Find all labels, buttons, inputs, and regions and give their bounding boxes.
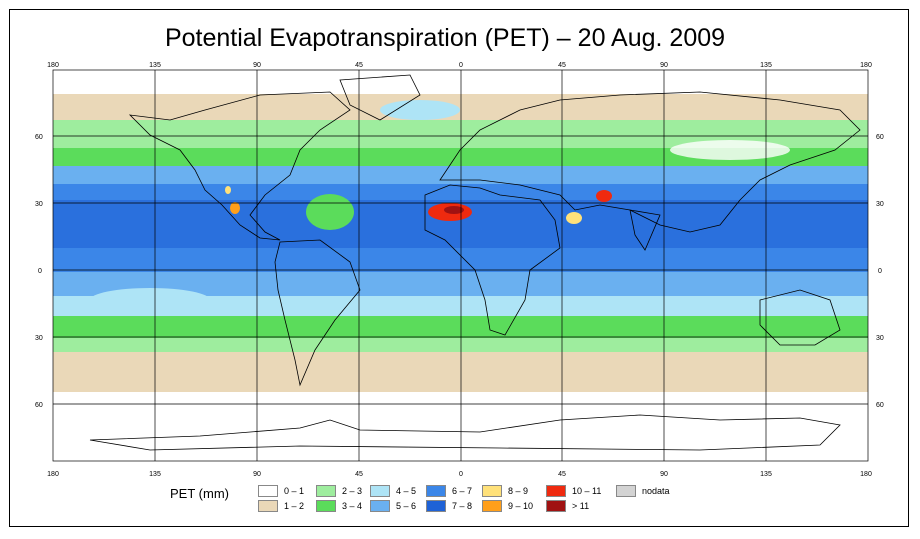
legend-swatch-nodata [616, 485, 636, 497]
legend-label: 9 – 10 [508, 501, 534, 511]
pet-field [53, 70, 868, 461]
lon-tick-top: 45 [355, 62, 363, 69]
lon-tick-bottom: 0 [459, 471, 463, 478]
band-north-1-2 [53, 92, 868, 122]
lat-tick-left: 60 [35, 134, 43, 141]
band-south-1-2 [53, 352, 868, 392]
legend-swatch-7-8 [426, 500, 446, 512]
map-title: Potential Evapotranspiration (PET) – 20 … [164, 24, 726, 52]
legend-label: 3 – 4 [342, 501, 363, 511]
lon-tick-bottom: 135 [760, 471, 772, 478]
legend-swatch-9-10 [482, 500, 502, 512]
legend-label: 4 – 5 [396, 486, 417, 496]
hotspot-arabia [566, 212, 582, 224]
legend-label: 5 – 6 [396, 501, 417, 511]
lon-tick-top: 135 [760, 62, 772, 69]
patch-atlantic [306, 194, 354, 230]
coast-europe-asia [439, 91, 861, 233]
antarctic-zone [53, 404, 868, 461]
lat-tick-left: 0 [38, 268, 42, 275]
legend-swatch-gt-11 [546, 500, 566, 512]
longitude-labels: 180 135 90 45 0 45 90 135 180 180 135 90… [47, 62, 872, 478]
legend-swatch-6-7 [426, 485, 446, 497]
lon-tick-top: 90 [660, 62, 668, 69]
legend-swatch-1-2 [258, 500, 278, 512]
lon-tick-bottom: 180 [47, 471, 59, 478]
patch-south-pacific [90, 288, 210, 312]
map-border [52, 69, 869, 462]
lat-tick-right: 60 [876, 402, 884, 409]
coast-india [629, 209, 661, 251]
lat-tick-left: 60 [35, 402, 43, 409]
lat-tick-right: 0 [878, 268, 882, 275]
figure-frame [9, 9, 909, 527]
legend-label: 8 – 9 [508, 486, 529, 496]
legend-label: nodata [642, 486, 670, 496]
legend-label: > 11 [572, 501, 590, 511]
hotspot-sahara-core [444, 206, 464, 214]
lat-tick-right: 30 [876, 201, 884, 208]
legend-swatch-2-3 [316, 485, 336, 497]
band-south-3-4 [53, 316, 868, 340]
coastlines [89, 74, 861, 451]
legend: PET (mm) 0 – 1 1 – 2 2 – 3 3 – 4 4 – 5 5… [170, 484, 690, 518]
lon-tick-bottom: 45 [355, 471, 363, 478]
pet-map: 180 135 90 45 0 45 90 135 180 180 135 90… [35, 62, 884, 478]
lat-tick-right: 30 [876, 335, 884, 342]
coast-australia [759, 289, 841, 346]
band-north-5-6 [53, 166, 868, 186]
latitude-labels: 60 30 0 30 60 60 30 0 30 60 [35, 134, 884, 409]
legend-title: PET (mm) [170, 486, 229, 501]
lon-tick-top: 45 [558, 62, 566, 69]
lat-tick-right: 60 [876, 134, 884, 141]
arctic-zone [53, 70, 868, 94]
legend-label: 6 – 7 [452, 486, 473, 496]
patch-north-atlantic [380, 100, 460, 120]
lon-tick-top: 0 [459, 62, 463, 69]
coast-greenland [339, 74, 421, 121]
lon-tick-bottom: 180 [860, 471, 872, 478]
lat-tick-left: 30 [35, 335, 43, 342]
legend-swatch-0-1 [258, 485, 278, 497]
lat-tick-left: 30 [35, 201, 43, 208]
legend-label: 10 – 11 [572, 486, 602, 496]
legend-label: 2 – 3 [342, 486, 363, 496]
lon-tick-top: 90 [253, 62, 261, 69]
legend-swatch-8-9 [482, 485, 502, 497]
hotspot-mexico [230, 202, 240, 214]
lon-tick-top: 180 [860, 62, 872, 69]
lon-tick-bottom: 135 [149, 471, 161, 478]
hotspot-sonora [225, 186, 231, 194]
graticule [52, 69, 869, 462]
legend-label: 0 – 1 [284, 486, 305, 496]
legend-label: 7 – 8 [452, 501, 473, 511]
coast-antarctica [89, 414, 841, 451]
coast-africa [424, 184, 561, 336]
lon-tick-bottom: 90 [660, 471, 668, 478]
lon-tick-top: 180 [47, 62, 59, 69]
patch-north-pacific [670, 140, 790, 160]
lon-tick-bottom: 90 [253, 471, 261, 478]
coast-south-america [274, 239, 361, 387]
coast-north-america [128, 91, 351, 241]
lon-tick-top: 135 [149, 62, 161, 69]
hotspot-persian-gulf [596, 190, 612, 202]
band-south-2-3 [53, 338, 868, 354]
legend-swatch-3-4 [316, 500, 336, 512]
legend-swatch-10-11 [546, 485, 566, 497]
legend-swatch-5-6 [370, 500, 390, 512]
lon-tick-bottom: 45 [558, 471, 566, 478]
legend-swatch-4-5 [370, 485, 390, 497]
legend-label: 1 – 2 [284, 501, 305, 511]
